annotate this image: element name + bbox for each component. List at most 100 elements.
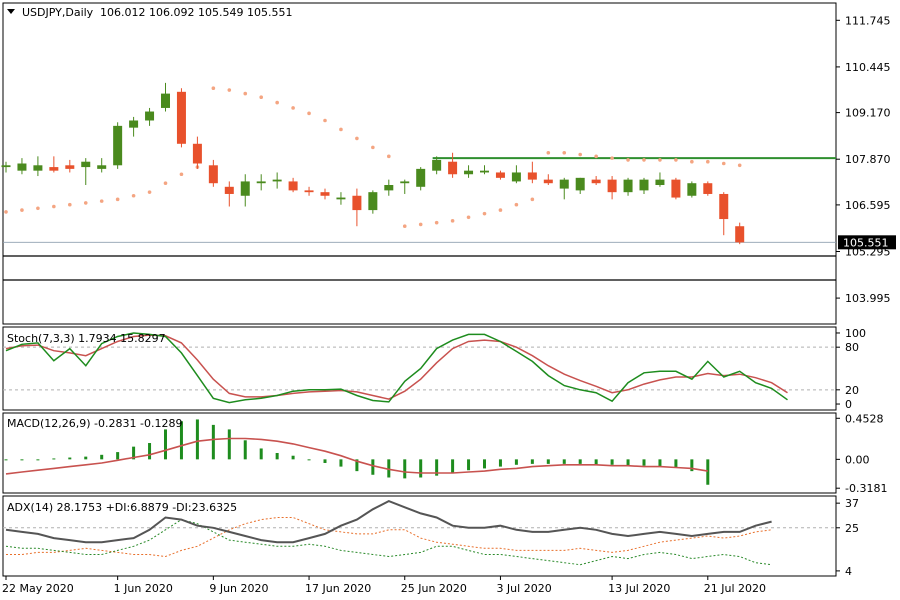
time-tick-label: 3 Jul 2020 <box>496 582 551 595</box>
macd-histogram-bar <box>706 459 710 485</box>
bull-candle <box>639 179 649 191</box>
sar-point <box>466 215 471 220</box>
sar-point <box>259 95 264 99</box>
macd-histogram-bar <box>626 459 630 466</box>
macd-histogram-bar <box>132 446 136 460</box>
sar-point <box>4 210 8 214</box>
bull-candle <box>384 185 394 191</box>
stoch-label: Stoch(7,3,3) 1.7934 15.8297 <box>7 332 166 345</box>
stoch-panel[interactable]: Stoch(7,3,3) 1.7934 15.8297 <box>2 326 837 411</box>
macd-histogram-bar <box>514 459 518 465</box>
bear-candle <box>448 161 458 175</box>
price-tick-label: 107.870 <box>845 153 891 166</box>
sar-point <box>163 181 168 186</box>
macd-tick-label: 0.4528 <box>845 412 884 425</box>
macd-histogram-bar <box>20 459 24 461</box>
bear-candle <box>288 181 298 191</box>
macd-histogram-bar <box>483 459 486 469</box>
macd-histogram-bar <box>36 459 40 461</box>
bull-candle <box>464 170 474 175</box>
price-axis: 111.745110.445109.170107.870106.595105.2… <box>836 14 896 305</box>
collapse-arrow-icon[interactable] <box>7 9 15 14</box>
bear-candle <box>176 91 186 144</box>
sar-point <box>610 156 614 160</box>
price-tick-label: 110.445 <box>845 61 891 74</box>
macd-tick-label: 0.00 <box>845 453 870 466</box>
bull-candle <box>145 111 155 121</box>
macd-histogram-bar <box>307 459 311 461</box>
sar-point <box>68 202 72 207</box>
time-tick-label: 17 Jun 2020 <box>305 582 371 595</box>
bear-candle <box>304 190 314 193</box>
price-tick-label: 103.995 <box>845 292 891 305</box>
sar-point <box>307 111 311 116</box>
macd-histogram-bar <box>179 421 183 460</box>
bull-candle <box>129 120 139 128</box>
minus-di-line <box>6 517 772 558</box>
bear-candle <box>192 143 202 164</box>
sar-point <box>514 202 519 207</box>
sar-point <box>658 158 662 162</box>
sar-point <box>387 154 391 159</box>
sar-point <box>291 106 295 110</box>
sar-point <box>594 154 598 159</box>
stoch-tick-label: 100 <box>845 327 866 340</box>
macd-histogram-bar <box>4 459 8 461</box>
bull-candle <box>256 181 266 184</box>
macd-histogram-bar <box>498 459 502 467</box>
sar-point <box>147 190 152 194</box>
bull-candle <box>1 165 11 168</box>
sar-point <box>578 152 582 157</box>
bull-candle <box>240 181 250 196</box>
macd-histogram-bar <box>674 459 678 468</box>
sar-point <box>562 150 567 155</box>
last-price-tag <box>838 235 896 250</box>
adx-panel[interactable]: ADX(14) 28.1753 +DI:6.8879 -DI:23.6325 <box>2 495 837 577</box>
macd-histogram-bar <box>68 457 72 460</box>
macd-histogram-bar <box>594 459 598 465</box>
bear-candle <box>352 195 362 211</box>
sar-point <box>227 88 232 92</box>
price-tick-label: 109.170 <box>845 107 891 120</box>
bull-candle <box>480 170 489 173</box>
bear-candle <box>607 179 617 193</box>
sar-point <box>434 220 439 225</box>
price-panel[interactable]: USDJPY,Daily 106.012 106.092 105.549 105… <box>1 2 837 325</box>
symbol-label: USDJPY,Daily <box>22 6 94 19</box>
plus-di-line <box>5 519 772 566</box>
macd-signal-line <box>5 437 708 475</box>
last-price-label: 105.551 <box>843 236 889 249</box>
macd-histogram-bar <box>339 459 343 467</box>
sar-point <box>371 145 375 150</box>
bull-candle <box>511 172 521 182</box>
sar-point <box>99 199 104 203</box>
stoch-signal-line <box>5 334 788 400</box>
macd-histogram-bar <box>323 459 327 463</box>
bull-candle <box>81 161 91 168</box>
sar-point <box>737 163 742 168</box>
sar-point <box>546 150 551 155</box>
macd-histogram-bar <box>578 459 582 464</box>
sar-point <box>642 158 646 162</box>
macd-histogram-bar <box>546 459 550 464</box>
bull-candle <box>113 125 123 166</box>
sar-point <box>450 219 455 223</box>
sar-point <box>402 224 407 229</box>
sar-point <box>706 159 710 164</box>
bear-candle <box>703 183 713 194</box>
adx-tick-label: 4 <box>845 565 852 578</box>
sar-point <box>83 201 88 205</box>
macd-histogram-bar <box>642 459 646 466</box>
bull-candle <box>687 183 697 196</box>
macd-histogram-bar <box>419 459 423 478</box>
macd-histogram-bar <box>148 443 152 460</box>
macd-panel[interactable]: MACD(12,26,9) -0.2831 -0.1289 <box>2 412 837 494</box>
bull-candle <box>97 165 107 169</box>
bear-candle <box>495 172 505 178</box>
sar-point <box>323 118 327 123</box>
macd-histogram-bar <box>658 459 662 467</box>
adx-label: ADX(14) 28.1753 +DI:6.8879 -DI:23.6325 <box>7 501 237 514</box>
bear-candle <box>208 165 218 184</box>
sar-point <box>275 100 279 105</box>
